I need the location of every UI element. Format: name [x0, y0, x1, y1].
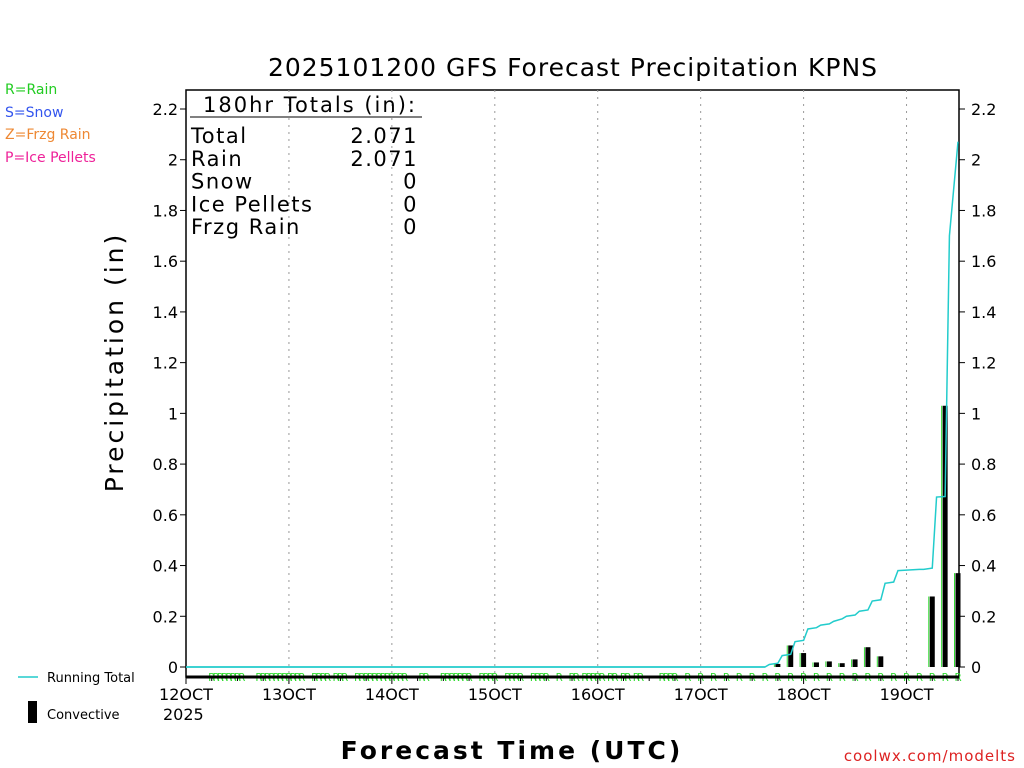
- y-axis-label: Precipitation (in): [100, 232, 129, 493]
- y-tick-label-left: 1.4: [153, 303, 178, 322]
- x-axis-year: 2025: [163, 705, 204, 724]
- totals-row-value: 0: [403, 215, 418, 239]
- totals-row-name: Total: [190, 124, 248, 148]
- precip-key-item: S=Snow: [5, 104, 64, 121]
- convective-bars: [773, 405, 961, 667]
- y-tick-label-left: 1.2: [153, 354, 178, 373]
- totals-row-name: Frzg Rain: [191, 215, 301, 239]
- y-tick-label-right: 1.8: [971, 201, 996, 220]
- site-credit: coolwx.com/modelts: [843, 747, 1016, 765]
- y-tick-label-right: 1.2: [971, 354, 996, 373]
- convective-swatch: [28, 701, 37, 723]
- precip-key-item: Z=Frzg Rain: [5, 127, 91, 143]
- y-axis-ticks: 0 00.2 0.20.4 0.40.6 0.60.8 0.81 11.2 1.21.4 1.4…: [153, 100, 997, 677]
- y-tick-label-left: 0.8: [153, 455, 178, 474]
- x-tick-label: 19OCT: [880, 685, 934, 704]
- x-tick-label: 16OCT: [571, 685, 625, 704]
- precip-key-item: R=Rain: [5, 82, 58, 98]
- x-axis-label: Forecast Time (UTC): [341, 736, 684, 765]
- totals-row-name: Ice Pellets: [191, 192, 313, 216]
- y-tick-label-right: 1.4: [971, 303, 996, 322]
- totals-row-value: 2.071: [350, 124, 418, 148]
- totals-row-name: Snow: [191, 170, 254, 194]
- y-tick-label-left: 2: [168, 151, 178, 170]
- convective-bar: [826, 661, 832, 667]
- y-tick-label-right: 2.2: [971, 100, 996, 119]
- plot-frame: [185, 89, 960, 678]
- convective-bar: [852, 659, 858, 667]
- totals-row-value: 0: [403, 170, 418, 194]
- y-tick-label-left: 0.4: [153, 557, 178, 576]
- x-tick-label: 13OCT: [262, 685, 316, 704]
- convective-bar: [942, 405, 948, 667]
- convective-bar: [788, 645, 794, 667]
- convective-bar: [865, 647, 871, 667]
- convective-legend-label: Convective: [47, 708, 120, 723]
- bottom-legend: Running Total Convective: [18, 671, 135, 723]
- x-tick-label: 17OCT: [674, 685, 728, 704]
- x-axis-ticks: 12OCT 13OCT 14OCT 15OCT 16OCT 17OCT 18OCT 19OCT: [159, 677, 959, 704]
- precip-key-item: P=Ice Pellets: [5, 149, 96, 166]
- totals-rows: Total 2.071 Rain 2.071 Snow 0 Ice Pellets 0 Frzg…: [190, 124, 418, 239]
- y-tick-label-left: 1.6: [153, 252, 178, 271]
- y-tick-label-right: 0.2: [971, 607, 996, 626]
- y-tick-label-right: 1.6: [971, 252, 996, 271]
- convective-bar: [929, 596, 935, 667]
- y-tick-label-left: 1: [168, 404, 178, 423]
- y-tick-label-left: 0.6: [153, 506, 178, 525]
- chart-title: 2025101200 GFS Forecast Precipitation KP…: [268, 53, 878, 82]
- convective-bar: [878, 656, 884, 667]
- y-tick-label-right: 2: [971, 151, 981, 170]
- convective-bar: [839, 663, 845, 667]
- running-total-legend-label: Running Total: [47, 671, 135, 686]
- y-tick-label-right: 1: [971, 404, 981, 423]
- running-total-line: [186, 141, 959, 668]
- y-tick-label-right: 0: [971, 658, 981, 677]
- convective-bar: [801, 653, 807, 667]
- totals-row-value: 2.071: [350, 147, 418, 171]
- totals-row-value: 0: [403, 192, 418, 216]
- x-tick-label: 15OCT: [468, 685, 522, 704]
- convective-bar: [955, 573, 961, 667]
- x-tick-label: 12OCT: [159, 685, 213, 704]
- convective-bar: [775, 663, 781, 667]
- y-tick-label-left: 0.2: [153, 607, 178, 626]
- y-tick-label-left: 2.2: [153, 100, 178, 119]
- y-tick-label-right: 0.6: [971, 506, 996, 525]
- totals-box: 180hr Totals (in): Total 2.071 Rain 2.071 Sn…: [190, 93, 422, 239]
- x-tick-label: 18OCT: [777, 685, 831, 704]
- totals-heading: 180hr Totals (in):: [203, 93, 417, 117]
- y-tick-label-right: 0.4: [971, 557, 996, 576]
- y-tick-label-left: 1.8: [153, 201, 178, 220]
- y-tick-label-right: 0.8: [971, 455, 996, 474]
- y-tick-label-left: 0: [168, 658, 178, 677]
- grid-lines: [288, 90, 908, 677]
- running-total-polyline: [186, 141, 959, 668]
- totals-row-name: Rain: [191, 147, 243, 171]
- x-tick-label: 14OCT: [365, 685, 419, 704]
- convective-bar: [813, 662, 819, 667]
